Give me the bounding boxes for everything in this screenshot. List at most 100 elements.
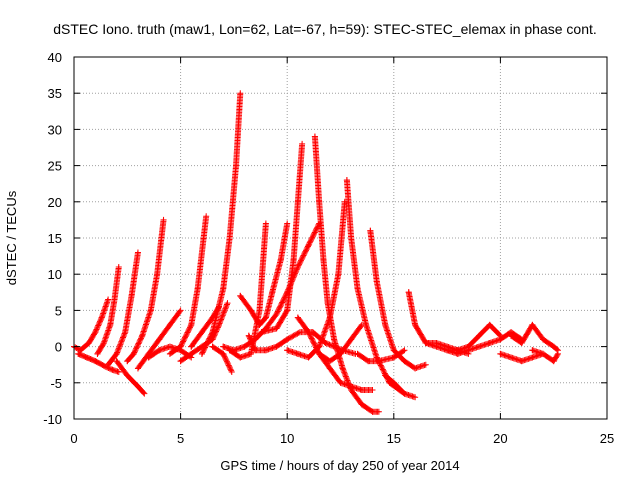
data-marker-trace xyxy=(363,321,380,360)
data-point xyxy=(324,300,331,307)
data-point xyxy=(486,321,493,328)
data-marker-trace xyxy=(122,294,135,336)
data-point xyxy=(401,347,408,354)
data-point xyxy=(433,339,440,346)
data-markers xyxy=(71,90,561,415)
y-tick-label: 5 xyxy=(55,303,62,318)
x-tick-label: 5 xyxy=(177,431,184,446)
y-tick-label: 10 xyxy=(48,267,62,282)
data-point xyxy=(554,350,561,357)
data-marker-trace xyxy=(367,227,380,283)
data-point xyxy=(177,358,184,365)
data-marker-trace xyxy=(476,340,492,350)
data-marker-trace xyxy=(294,142,306,205)
data-point xyxy=(226,347,233,354)
data-point xyxy=(363,321,370,328)
data-point xyxy=(139,332,146,339)
data-point xyxy=(262,220,269,227)
y-tick-label: 40 xyxy=(48,50,62,65)
data-point xyxy=(335,271,342,278)
data-marker-trace xyxy=(405,289,418,327)
data-point xyxy=(209,329,216,336)
data-marker-trace xyxy=(277,221,290,263)
x-tick-label: 10 xyxy=(280,431,294,446)
data-point xyxy=(497,350,504,357)
data-point xyxy=(316,198,323,205)
data-point xyxy=(369,408,376,415)
data-point xyxy=(83,354,90,361)
data-point xyxy=(141,390,148,397)
data-point xyxy=(290,256,297,263)
data-marker-trace xyxy=(290,200,301,263)
data-point xyxy=(273,343,280,350)
data-point xyxy=(113,350,120,357)
data-point xyxy=(373,278,380,285)
data-point xyxy=(194,285,201,292)
data-point xyxy=(128,292,135,299)
data-marker-trace xyxy=(284,347,300,357)
data-marker-trace xyxy=(194,214,210,292)
data-point xyxy=(228,368,235,375)
data-point xyxy=(177,307,184,314)
data-point xyxy=(529,321,536,328)
data-point xyxy=(343,177,350,184)
data-point xyxy=(422,361,429,368)
data-point xyxy=(209,343,216,350)
data-point xyxy=(540,350,547,357)
data-marker-trace xyxy=(508,354,524,364)
data-point xyxy=(258,329,265,336)
data-point xyxy=(358,387,365,394)
data-point xyxy=(245,332,252,339)
data-point xyxy=(412,394,419,401)
data-marker-trace xyxy=(335,200,348,278)
data-point xyxy=(322,339,329,346)
y-tick-label: 0 xyxy=(55,340,62,355)
data-point xyxy=(331,336,338,343)
data-point xyxy=(224,300,231,307)
data-marker-trace xyxy=(111,265,122,303)
data-point xyxy=(198,350,205,357)
data-point xyxy=(154,271,161,278)
data-point xyxy=(105,296,112,303)
data-point xyxy=(203,213,210,220)
data-series xyxy=(316,321,365,365)
data-point xyxy=(412,365,419,372)
y-tick-label: 20 xyxy=(48,195,62,210)
data-marker-trace xyxy=(233,91,244,169)
data-point xyxy=(188,343,195,350)
data-point xyxy=(367,227,374,234)
data-point xyxy=(166,321,173,328)
data-point xyxy=(98,314,105,321)
data-point xyxy=(105,361,112,368)
data-point xyxy=(305,354,312,361)
data-point xyxy=(100,339,107,346)
data-point xyxy=(486,339,493,346)
data-point xyxy=(130,350,137,357)
data-point xyxy=(375,408,382,415)
data-point xyxy=(354,350,361,357)
data-point xyxy=(247,307,254,314)
data-point xyxy=(284,307,291,314)
data-point xyxy=(401,358,408,365)
data-series xyxy=(258,140,306,336)
data-point xyxy=(156,336,163,343)
data-point xyxy=(354,285,361,292)
data-point xyxy=(156,347,163,354)
data-point xyxy=(508,354,515,361)
data-point xyxy=(316,343,323,350)
data-point xyxy=(339,365,346,372)
data-marker-trace xyxy=(220,236,233,292)
data-point xyxy=(134,383,141,390)
data-point xyxy=(373,354,380,361)
data-point xyxy=(369,387,376,394)
data-series xyxy=(188,303,222,350)
data-point xyxy=(220,285,227,292)
y-tick-label: -10 xyxy=(43,412,62,427)
data-point xyxy=(237,354,244,361)
data-point xyxy=(305,242,312,249)
data-point xyxy=(465,347,472,354)
data-point xyxy=(92,358,99,365)
data-point xyxy=(375,358,382,365)
data-marker-trace xyxy=(320,256,331,305)
